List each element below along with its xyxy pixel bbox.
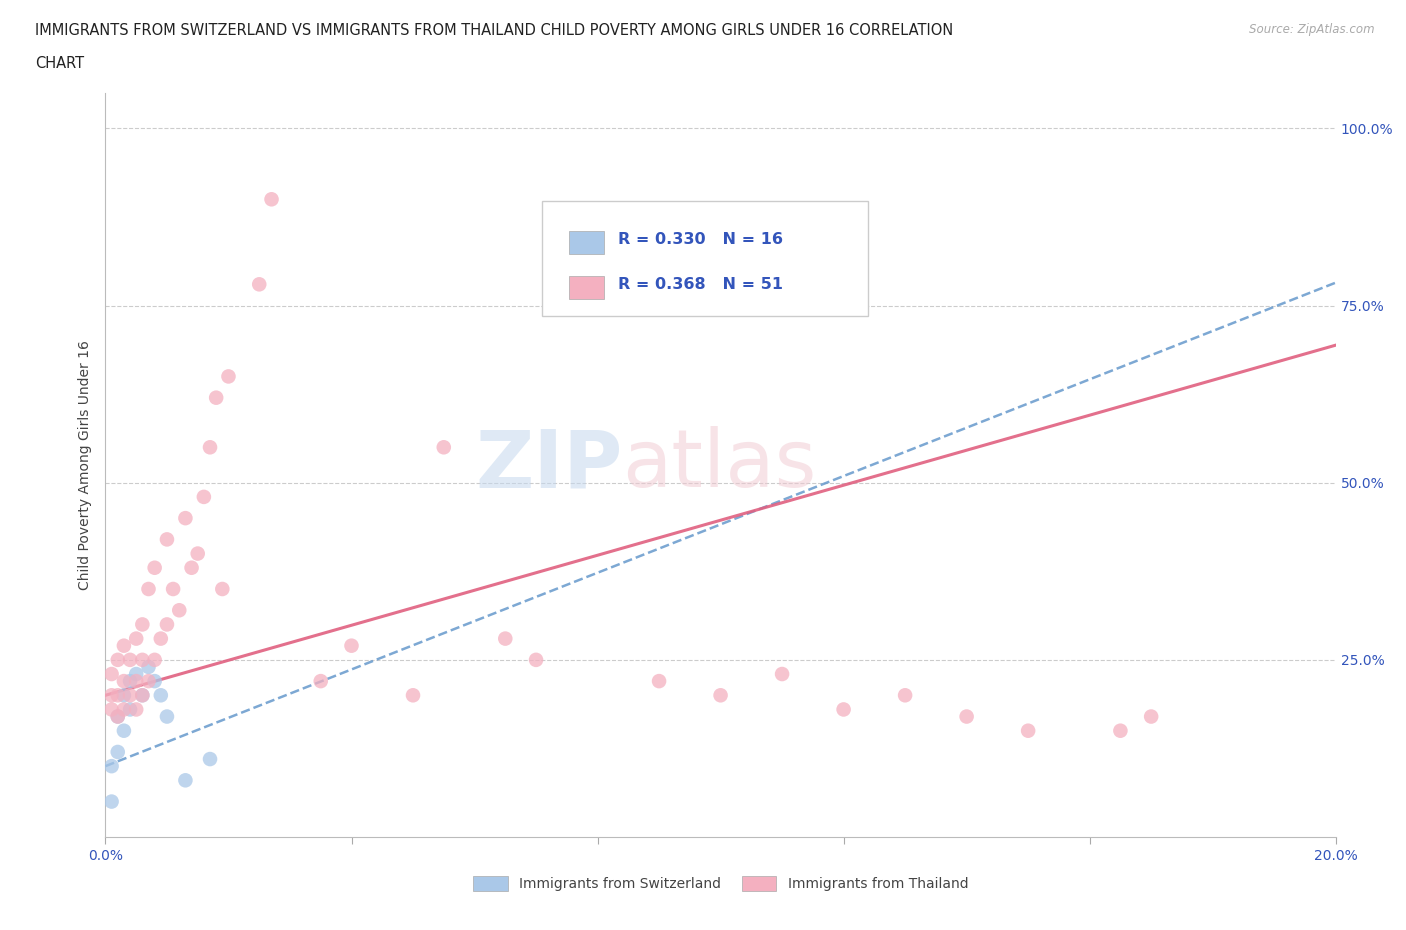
Point bbox=[100, 702, 122, 717]
Point bbox=[100, 759, 122, 774]
Legend: Immigrants from Switzerland, Immigrants from Thailand: Immigrants from Switzerland, Immigrants … bbox=[467, 870, 974, 897]
Point bbox=[494, 631, 516, 646]
Point bbox=[247, 277, 270, 292]
Point bbox=[205, 391, 228, 405]
Point bbox=[112, 688, 135, 703]
Point bbox=[112, 724, 135, 738]
Point bbox=[1017, 724, 1039, 738]
Point bbox=[120, 688, 141, 703]
Text: Source: ZipAtlas.com: Source: ZipAtlas.com bbox=[1250, 23, 1375, 36]
Text: CHART: CHART bbox=[35, 56, 84, 71]
Point bbox=[648, 673, 671, 688]
Point bbox=[402, 688, 425, 703]
Point bbox=[1140, 709, 1163, 724]
Point bbox=[187, 546, 209, 561]
Point bbox=[211, 581, 233, 596]
Point bbox=[138, 673, 160, 688]
FancyBboxPatch shape bbox=[543, 201, 869, 316]
Bar bbox=[569, 231, 603, 254]
Point bbox=[193, 489, 215, 504]
Point bbox=[309, 673, 332, 688]
Point bbox=[143, 673, 166, 688]
Point bbox=[125, 673, 148, 688]
Y-axis label: Child Poverty Among Girls Under 16: Child Poverty Among Girls Under 16 bbox=[79, 340, 93, 590]
Point bbox=[138, 659, 160, 674]
Text: atlas: atlas bbox=[621, 426, 817, 504]
Point bbox=[149, 688, 172, 703]
Point bbox=[956, 709, 979, 724]
Text: R = 0.368   N = 51: R = 0.368 N = 51 bbox=[619, 277, 783, 292]
Point bbox=[138, 581, 160, 596]
Point bbox=[143, 653, 166, 668]
Point bbox=[260, 192, 283, 206]
Point bbox=[143, 560, 166, 575]
Point bbox=[120, 702, 141, 717]
Point bbox=[107, 688, 129, 703]
Point bbox=[198, 751, 221, 766]
Point bbox=[156, 532, 179, 547]
Point bbox=[107, 709, 129, 724]
Point bbox=[125, 702, 148, 717]
Point bbox=[112, 673, 135, 688]
Text: ZIP: ZIP bbox=[475, 426, 621, 504]
Point bbox=[131, 617, 153, 631]
Point bbox=[100, 688, 122, 703]
Point bbox=[524, 653, 547, 668]
Point bbox=[770, 667, 793, 682]
Point bbox=[107, 745, 129, 760]
Point bbox=[149, 631, 172, 646]
Point bbox=[107, 653, 129, 668]
Point bbox=[340, 638, 363, 653]
Point bbox=[156, 617, 179, 631]
Point bbox=[156, 709, 179, 724]
Text: R = 0.330   N = 16: R = 0.330 N = 16 bbox=[619, 232, 783, 247]
Bar bbox=[569, 276, 603, 299]
Point bbox=[120, 653, 141, 668]
Point bbox=[107, 709, 129, 724]
Point bbox=[1109, 724, 1132, 738]
Point bbox=[125, 631, 148, 646]
Point bbox=[125, 667, 148, 682]
Point bbox=[218, 369, 240, 384]
Point bbox=[100, 667, 122, 682]
Point bbox=[832, 702, 855, 717]
Point bbox=[169, 603, 191, 618]
Point bbox=[174, 773, 197, 788]
Point bbox=[112, 702, 135, 717]
Point bbox=[131, 688, 153, 703]
Point bbox=[131, 688, 153, 703]
Point bbox=[174, 511, 197, 525]
Point bbox=[710, 688, 733, 703]
Point bbox=[112, 638, 135, 653]
Text: IMMIGRANTS FROM SWITZERLAND VS IMMIGRANTS FROM THAILAND CHILD POVERTY AMONG GIRL: IMMIGRANTS FROM SWITZERLAND VS IMMIGRANT… bbox=[35, 23, 953, 38]
Point bbox=[100, 794, 122, 809]
Point bbox=[131, 653, 153, 668]
Point bbox=[162, 581, 184, 596]
Point bbox=[894, 688, 917, 703]
Point bbox=[180, 560, 202, 575]
Point bbox=[433, 440, 456, 455]
Point bbox=[120, 673, 141, 688]
Point bbox=[198, 440, 221, 455]
